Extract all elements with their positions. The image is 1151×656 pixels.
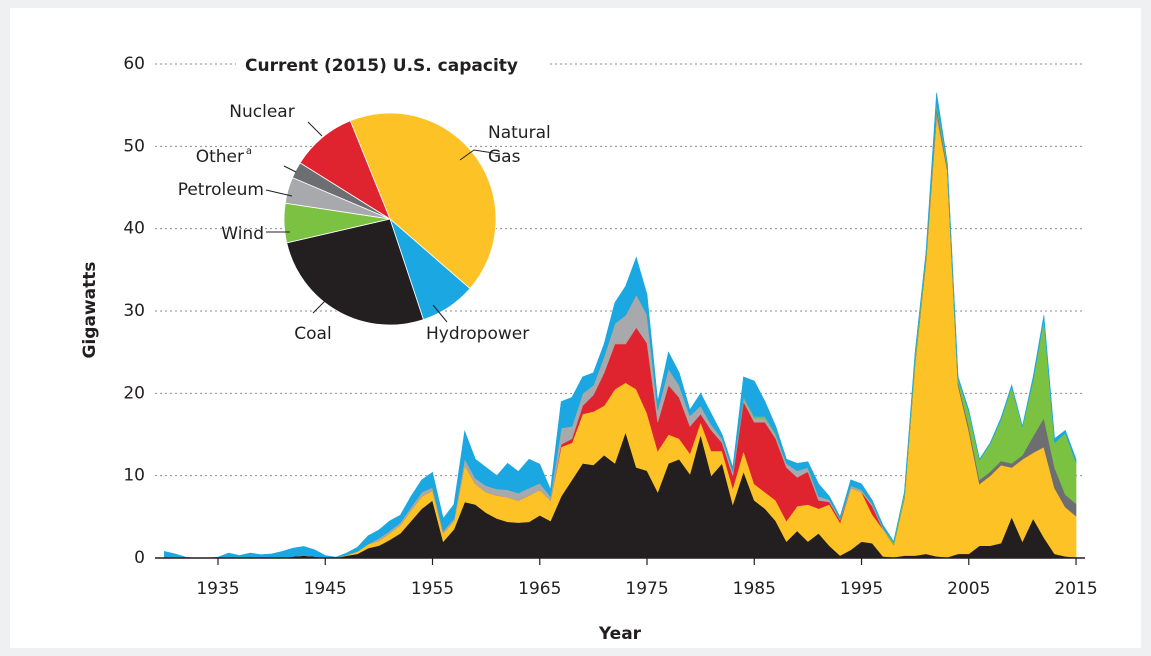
leader-line	[265, 189, 293, 197]
x-tick-label: 1965	[518, 579, 561, 599]
x-tick-label: 1995	[840, 579, 883, 599]
pie-title: Current (2015) U.S. capacity	[245, 56, 518, 76]
leader-line	[283, 165, 297, 173]
pie-slice	[349, 112, 497, 290]
title-backdrop	[236, 52, 550, 78]
x-tick-label: 1945	[304, 579, 347, 599]
pie-label: Natural Gas	[488, 123, 551, 167]
pie-label: Hydropower	[426, 324, 529, 344]
y-tick-label: 30	[123, 301, 145, 321]
x-axis-label: Year	[598, 624, 642, 644]
pie-label: Petroleum	[178, 180, 264, 200]
y-tick-label: 60	[123, 54, 145, 74]
y-tick-label: 40	[123, 219, 145, 239]
x-tick-label: 1955	[411, 579, 454, 599]
x-tick-label: 1985	[733, 579, 776, 599]
y-tick-label: 20	[123, 383, 145, 403]
pie-label-line: Gas	[488, 147, 521, 167]
leader-line	[432, 304, 448, 323]
pie-slice	[286, 218, 424, 326]
y-tick-label: 50	[123, 136, 145, 156]
leader-line	[459, 149, 501, 161]
pie-label: Wind	[221, 224, 264, 244]
pie-label: Coal	[294, 324, 331, 344]
pie-label: Nuclear	[229, 102, 294, 122]
x-tick-label: 1975	[625, 579, 668, 599]
y-axis-label: Gigawatts	[80, 262, 100, 359]
y-tick-label: 10	[123, 466, 145, 486]
pie-label-line: Natural	[488, 123, 551, 143]
x-tick-label: 1935	[196, 579, 239, 599]
x-tick-label: 2005	[947, 579, 990, 599]
y-tick-label: 0	[134, 548, 145, 568]
leader-line	[312, 295, 331, 314]
x-tick-label: 2015	[1054, 579, 1097, 599]
footnote-mark: a	[246, 146, 252, 157]
area-band	[164, 92, 1077, 559]
pie-slice	[299, 120, 391, 220]
pie-label: Other	[196, 147, 244, 167]
leader-line	[307, 121, 323, 137]
